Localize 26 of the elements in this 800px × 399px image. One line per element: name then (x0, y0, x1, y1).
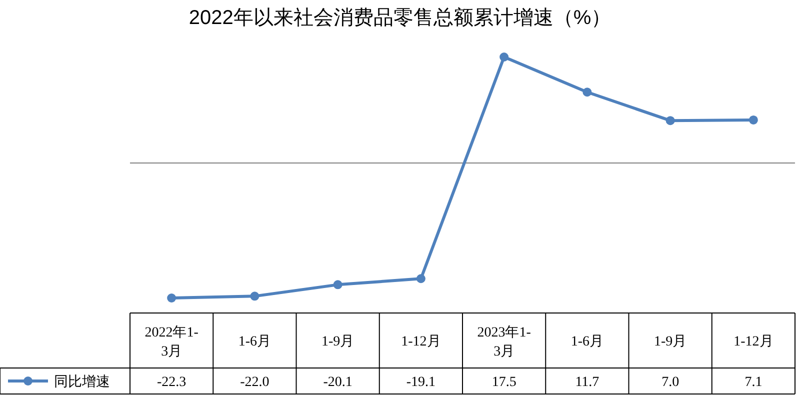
data-label: -22.3 (156, 375, 186, 390)
x-tick-label: 1-9月 (654, 334, 687, 350)
data-label: -20.1 (323, 375, 352, 390)
data-label: 17.5 (492, 375, 516, 390)
point (582, 88, 592, 97)
point (500, 52, 509, 62)
point (333, 280, 342, 290)
data-label: 7.1 (744, 375, 762, 390)
x-tick-label: 1-6月 (570, 334, 604, 350)
x-tick-label: 2023年1-3月 (477, 324, 532, 360)
legend-label: 同比增速 (54, 374, 110, 390)
point (416, 274, 426, 284)
x-tick-label: 1-6月 (238, 334, 272, 350)
x-tick-label: 1-12月 (401, 334, 441, 350)
x-tick-label: 2022年1-3月 (144, 324, 199, 360)
chart-title: 2022年以来社会消费品零售总额累计增速（%） (188, 7, 612, 29)
x-tick-label: 1-9月 (321, 334, 354, 350)
data-label: 7.0 (662, 375, 680, 390)
point (167, 294, 176, 302)
data-label: -22.0 (240, 375, 270, 390)
data-label: 11.7 (575, 375, 600, 390)
point (250, 292, 260, 301)
data-label: -19.1 (406, 375, 436, 390)
x-tick-label: 1-12月 (734, 334, 774, 350)
point (666, 116, 675, 126)
point (748, 115, 758, 124)
